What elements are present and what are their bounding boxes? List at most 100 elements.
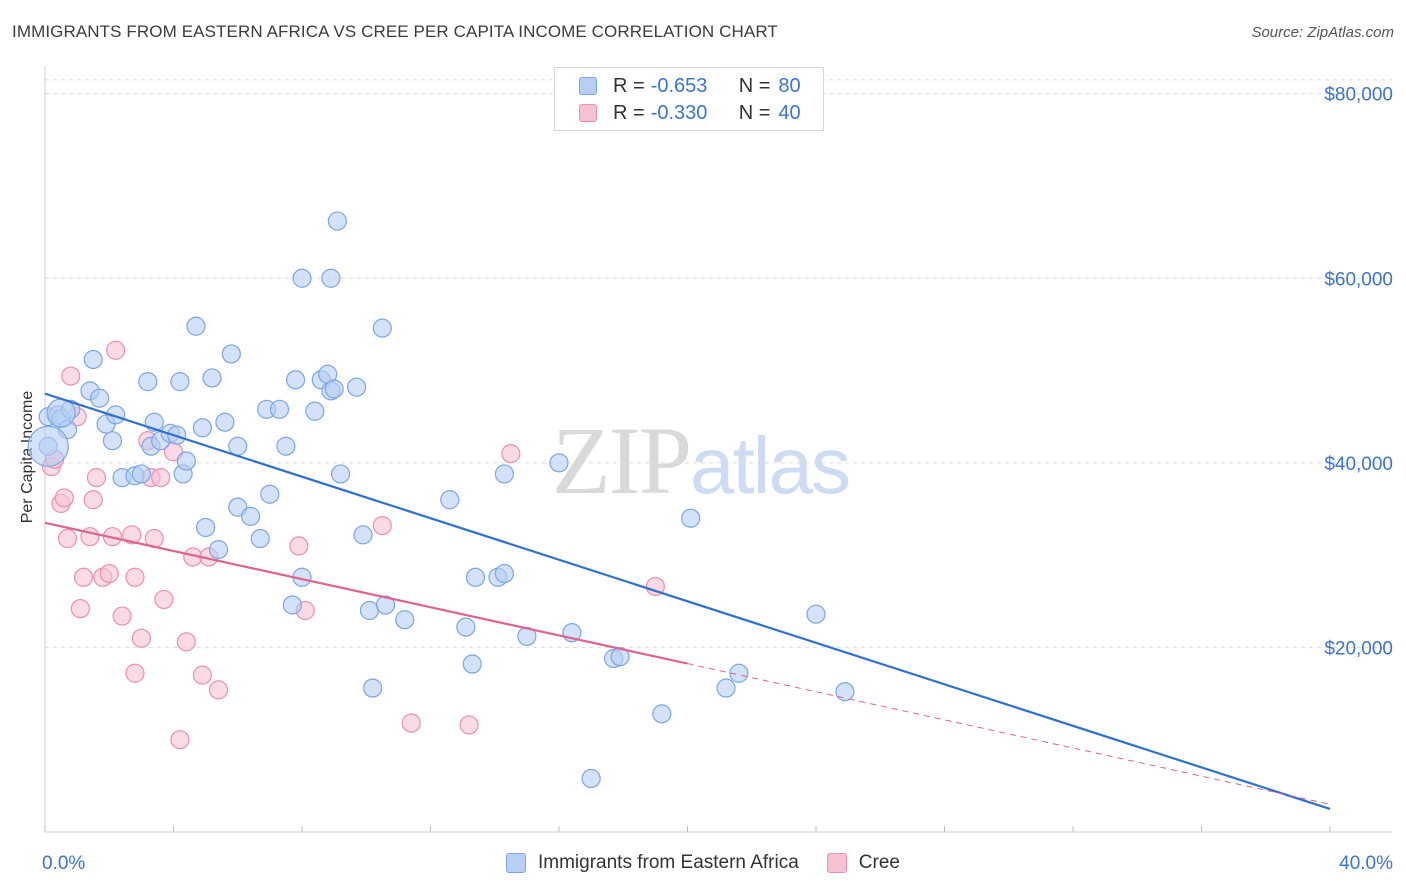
cree-point [459,715,479,735]
cree-point [208,680,229,700]
eastern-africa-point [716,678,736,698]
eastern-africa-point [835,682,855,702]
eastern-africa-point [581,768,601,789]
cree-point [125,663,145,683]
eastern-africa-point [196,517,216,538]
eastern-africa-point [102,431,123,451]
cree-points [41,340,665,750]
eastern-africa-point [131,464,151,484]
correlation-legend: R = -0.653 N = 80 R = -0.330 N = 40 [554,67,824,131]
cree-point [57,528,78,549]
eastern-africa-point [186,316,206,336]
eastern-africa-point [138,372,158,392]
y-tick-label: $60,000 [1324,269,1393,290]
watermark: ZIPatlas [552,405,851,516]
cree-point [289,536,309,556]
eastern-africa-point [241,506,261,526]
cree-point [154,589,174,610]
eastern-africa-point [260,484,280,504]
eastern-africa-point [321,268,341,288]
eastern-africa-point [462,654,482,674]
eastern-africa-point [494,563,514,584]
cree-point [86,468,107,488]
cree-point [170,730,190,750]
x-tick-label-min: 0.0% [42,853,85,874]
axes [44,66,1392,833]
cree-point [83,490,103,510]
eastern-africa-point [806,604,826,624]
legend-n-value: 40 [778,101,801,124]
cree-point [501,444,521,464]
legend-r-value: -0.653 [650,74,708,97]
eastern-africa-point [330,464,351,484]
cree-point [70,599,90,619]
cree-trend-line [44,521,688,665]
eastern-africa-point [375,595,396,615]
legend-item-cree[interactable]: Cree [826,852,900,874]
eastern-africa-point [106,405,126,425]
legend-swatch-pink [579,104,597,122]
eastern-africa-point-large [46,398,76,428]
cree-point [54,488,74,508]
eastern-africa-point-large [27,425,69,467]
x-tick-label-max: 40.0% [1339,853,1393,874]
eastern-africa-point [208,539,229,560]
source-label[interactable]: Source: ZipAtlas.com [1251,24,1394,41]
eastern-africa-point [292,268,312,288]
legend-swatch-blue [579,77,597,95]
cree-point [131,628,151,648]
legend-n-value: 80 [778,74,801,97]
y-tick-label: $40,000 [1324,454,1393,475]
eastern-africa-trend-line [44,392,1331,810]
eastern-africa-point [327,211,347,231]
legend-item-eastern-africa[interactable]: Immigrants from Eastern Africa [506,852,799,874]
eastern-africa-point [90,388,110,408]
eastern-africa-point [83,349,103,370]
cree-point [61,366,81,386]
eastern-africa-point [456,617,476,637]
cree-point [151,468,171,488]
tick-labels: $20,000 $40,000 $60,000 $80,000 0.0% 40.0% [42,85,1393,874]
eastern-africa-point [652,704,672,724]
legend-n-label: N = [738,101,771,124]
eastern-africa-point [494,464,514,484]
eastern-africa-point [549,453,569,473]
eastern-africa-point [324,379,344,399]
legend-r-label: R = [613,74,645,97]
cree-point [122,525,142,545]
eastern-africa-point [285,370,306,390]
legend-label-eastern-africa: Immigrants from Eastern Africa [538,852,799,873]
cree-point [73,567,94,587]
cree-point [372,515,392,536]
eastern-africa-point [250,528,270,549]
y-tick-label: $80,000 [1324,85,1393,106]
legend-row-eastern-africa: R = -0.653 N = 80 [579,74,801,98]
cree-point [401,713,421,733]
eastern-africa-point [215,412,235,432]
legend-row-cree: R = -0.330 N = 40 [579,101,801,125]
cree-point [106,340,126,360]
trend-lines [44,392,1331,810]
eastern-africa-point [221,344,241,364]
eastern-africa-point [395,610,415,630]
eastern-africa-point [228,436,248,456]
grid-lines [45,79,1392,648]
eastern-africa-point [347,377,367,397]
legend-label-cree: Cree [858,852,900,873]
cree-point [99,563,119,584]
y-tick-label: $20,000 [1324,638,1393,659]
eastern-africa-points [27,211,855,789]
legend-r-value: -0.330 [650,101,708,124]
eastern-africa-point [729,663,749,683]
series-legend: Immigrants from Eastern Africa Cree [0,852,1406,874]
eastern-africa-point [192,418,213,438]
legend-swatch-blue [506,853,526,873]
watermark-zip: ZIP [552,407,692,514]
cree-point [176,632,196,652]
cree-point [192,665,213,685]
eastern-africa-point [305,401,325,421]
watermark-atlas: atlas [690,421,851,510]
eastern-africa-point [276,436,296,456]
eastern-africa-point [170,372,190,392]
